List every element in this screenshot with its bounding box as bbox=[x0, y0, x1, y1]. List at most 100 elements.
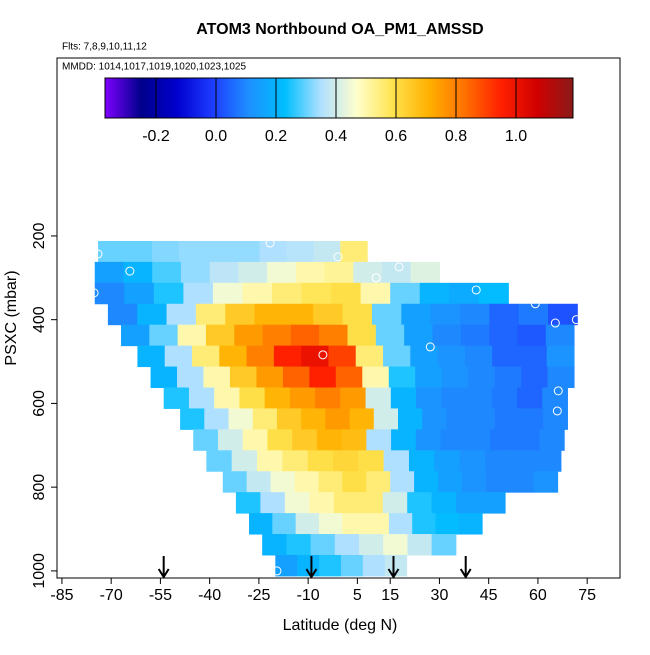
heatmap-cell bbox=[518, 303, 549, 326]
heatmap-cell bbox=[459, 303, 490, 326]
arrow-marker bbox=[157, 556, 170, 579]
heatmap-cell bbox=[246, 345, 275, 368]
heatmap-cell bbox=[342, 513, 367, 535]
heatmap-cell bbox=[262, 534, 287, 556]
heatmap-cell bbox=[470, 408, 496, 430]
y-tick-label: 600 bbox=[31, 390, 48, 417]
data-point bbox=[425, 342, 435, 352]
heatmap-cell bbox=[440, 429, 466, 451]
heatmap-cell bbox=[295, 261, 326, 284]
y-tick-label: 400 bbox=[31, 306, 48, 333]
heatmap-cell bbox=[390, 471, 415, 493]
x-tick-label: -40 bbox=[198, 587, 221, 604]
heatmap-cell bbox=[435, 513, 460, 535]
heatmap-cell bbox=[340, 240, 368, 263]
heatmap-cell bbox=[449, 282, 480, 305]
x-axis-label: Latitude (deg N) bbox=[283, 617, 398, 634]
data-point bbox=[89, 288, 99, 298]
heatmap-cell bbox=[316, 429, 343, 451]
heatmap-cell bbox=[152, 261, 182, 284]
heatmap-cell bbox=[366, 471, 391, 493]
heatmap-cell bbox=[342, 471, 367, 493]
heatmap-cell bbox=[150, 366, 178, 389]
heatmap-cell bbox=[383, 450, 410, 472]
heatmap-cell bbox=[183, 282, 214, 305]
heatmap-cell bbox=[366, 429, 392, 451]
heatmap-cell bbox=[324, 261, 354, 284]
data-point bbox=[553, 386, 563, 396]
annotation: MMDD: 1014,1017,1019,1020,1023,1025 bbox=[62, 62, 246, 73]
heatmap-cell bbox=[301, 345, 329, 368]
heatmap-cell bbox=[332, 450, 359, 472]
heatmap-cell bbox=[480, 492, 506, 514]
heatmap-cell bbox=[256, 366, 284, 389]
heatmap-cell bbox=[441, 366, 469, 389]
heatmap-cell bbox=[349, 408, 375, 430]
data-point bbox=[125, 266, 135, 276]
data-point bbox=[550, 318, 560, 328]
heatmap-cell bbox=[391, 429, 417, 451]
heatmap-cell bbox=[489, 303, 520, 326]
heatmap-cell bbox=[461, 471, 487, 493]
arrow-marker bbox=[459, 556, 472, 579]
heatmap-cell bbox=[292, 429, 318, 451]
heatmap-cell bbox=[275, 554, 298, 577]
heatmap-cell bbox=[331, 282, 362, 305]
heatmap-cell bbox=[124, 282, 155, 305]
arrow-marker bbox=[305, 556, 318, 579]
heatmap-cell bbox=[491, 387, 518, 409]
heatmap-cell bbox=[490, 429, 516, 451]
heatmap-cell bbox=[468, 366, 496, 389]
heatmap-cell bbox=[335, 366, 363, 389]
heatmap-cell bbox=[149, 324, 179, 347]
heatmap-cell bbox=[286, 534, 312, 556]
heatmap-cell bbox=[272, 513, 297, 535]
heatmap-cell bbox=[328, 345, 357, 368]
data-point bbox=[371, 273, 381, 283]
heatmap-cell bbox=[260, 492, 286, 514]
heatmap-cell bbox=[340, 387, 367, 409]
data-point bbox=[272, 566, 282, 576]
heatmap-cell bbox=[239, 387, 266, 409]
heatmap-cell bbox=[137, 303, 168, 326]
heatmap-cell bbox=[282, 450, 309, 472]
heatmap-cell bbox=[151, 240, 180, 263]
heatmap-cell bbox=[137, 345, 166, 368]
heatmap-cell bbox=[360, 282, 391, 305]
plot-frame bbox=[56, 57, 621, 579]
heatmap-cell bbox=[383, 534, 408, 556]
heatmap-cell bbox=[485, 471, 511, 493]
arrow-marker bbox=[387, 556, 400, 579]
heatmap-cell bbox=[282, 366, 310, 389]
heatmap-cell bbox=[222, 471, 248, 493]
heatmap-cell bbox=[412, 513, 437, 535]
heatmap-cell bbox=[388, 513, 413, 535]
heatmap-cell bbox=[262, 324, 292, 347]
heatmap-cell bbox=[517, 324, 547, 347]
chart-title: ATOM3 Northbound OA_PM1_AMSSD bbox=[196, 21, 483, 38]
heatmap-cell bbox=[249, 513, 273, 535]
heatmap-cell bbox=[358, 450, 385, 472]
heatmap-cell bbox=[178, 240, 207, 263]
heatmap-cell bbox=[231, 450, 258, 472]
heatmap-cell bbox=[309, 366, 337, 389]
data-point bbox=[471, 285, 481, 295]
heatmap-cell bbox=[276, 408, 302, 430]
heatmap-cell bbox=[422, 408, 447, 430]
heatmap-cell bbox=[362, 366, 390, 389]
heatmap-cell bbox=[542, 387, 568, 409]
heatmap-cell bbox=[164, 345, 193, 368]
heatmap-cell bbox=[294, 471, 319, 493]
heatmap-cell bbox=[235, 492, 261, 514]
heatmap-cell bbox=[289, 387, 316, 409]
heatmap-cell bbox=[333, 492, 359, 514]
heatmap-cell bbox=[177, 324, 207, 347]
x-tick-label: 60 bbox=[529, 587, 547, 604]
heatmap-cell bbox=[456, 492, 482, 514]
heatmap-cell bbox=[509, 471, 535, 493]
heatmap-cell bbox=[517, 387, 543, 409]
heatmap-cell bbox=[121, 324, 150, 347]
heatmap-cell bbox=[340, 554, 364, 577]
heatmap-cell bbox=[242, 282, 273, 305]
colorbar-tick-label: 0.8 bbox=[445, 128, 467, 145]
